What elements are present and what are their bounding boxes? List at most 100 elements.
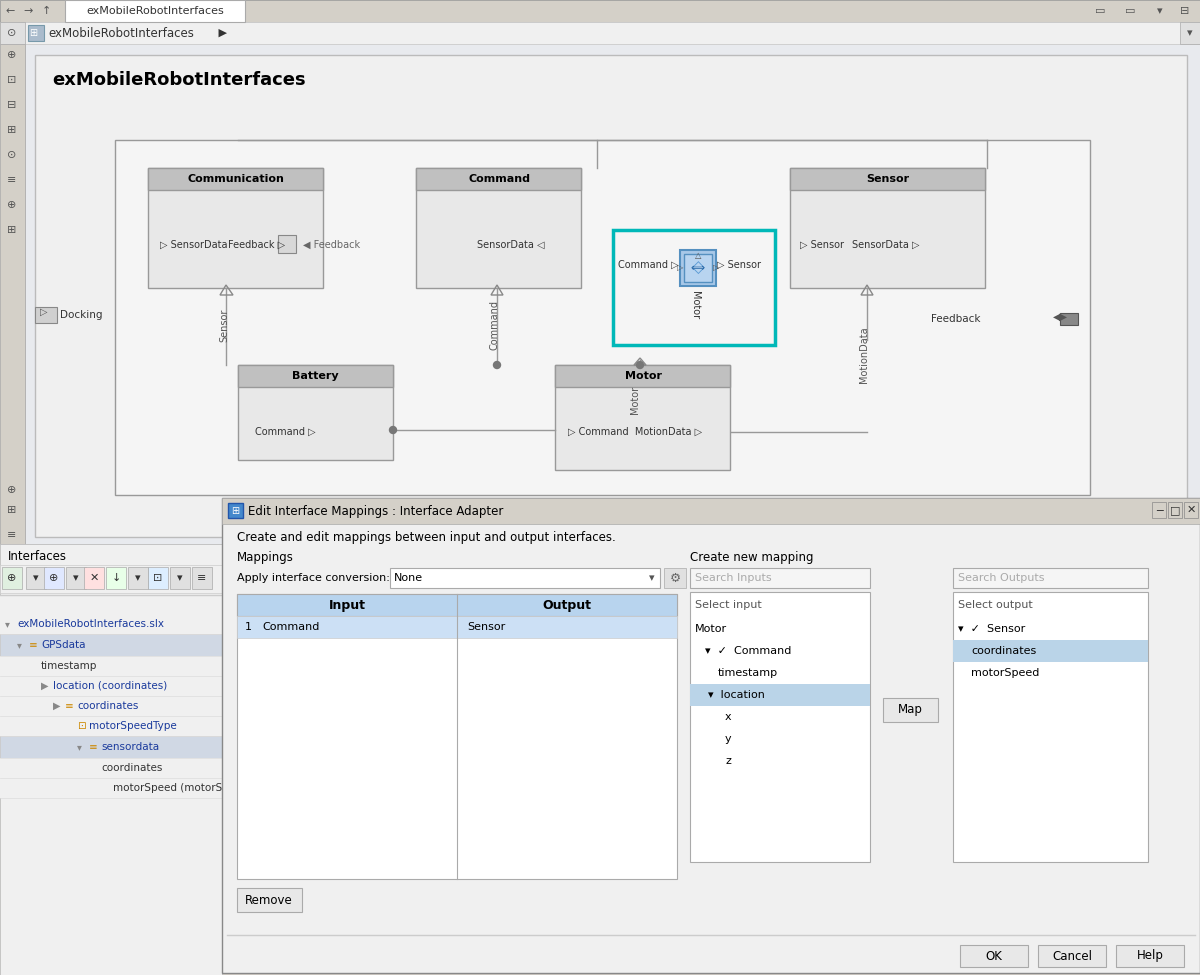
Bar: [238, 365, 394, 387]
Text: ⊞: ⊞: [7, 225, 17, 235]
Text: Cancel: Cancel: [1052, 950, 1092, 962]
Bar: [238, 888, 302, 912]
Text: □: □: [1170, 505, 1181, 515]
Text: ⊕: ⊕: [7, 573, 17, 583]
Text: ⊞: ⊞: [29, 28, 37, 38]
Text: ←: ←: [5, 6, 14, 16]
Text: Feedback ▷: Feedback ▷: [228, 240, 286, 250]
Text: Create and edit mappings between input and output interfaces.: Create and edit mappings between input a…: [238, 531, 616, 544]
Circle shape: [390, 426, 396, 434]
Bar: [690, 592, 870, 862]
Text: Motor: Motor: [630, 386, 640, 414]
Bar: [65, 0, 245, 22]
Bar: [66, 567, 86, 589]
Text: ⊕: ⊕: [49, 573, 59, 583]
Text: ≡: ≡: [29, 640, 37, 650]
Text: Interfaces: Interfaces: [8, 551, 67, 564]
Text: Search Outputs: Search Outputs: [958, 573, 1044, 583]
Bar: [170, 567, 190, 589]
Bar: [2, 567, 22, 589]
Bar: [35, 55, 1187, 537]
Text: ↓: ↓: [112, 573, 121, 583]
Text: ⊡: ⊡: [77, 721, 85, 731]
Text: ▶: ▶: [215, 28, 227, 38]
Text: ⊡: ⊡: [154, 573, 163, 583]
Text: ↑: ↑: [41, 6, 50, 16]
Text: Docking: Docking: [60, 310, 102, 320]
Bar: [148, 567, 168, 589]
Text: Sensor: Sensor: [866, 174, 910, 184]
Bar: [0, 596, 222, 614]
Text: timestamp: timestamp: [718, 668, 778, 678]
Bar: [0, 22, 25, 44]
Circle shape: [636, 362, 643, 369]
Text: Output: Output: [542, 599, 592, 611]
Bar: [0, 736, 222, 758]
Text: SensorData ◁: SensorData ◁: [478, 240, 545, 250]
Text: ▭: ▭: [1124, 6, 1135, 16]
Bar: [1116, 945, 1184, 967]
Text: ▾: ▾: [178, 573, 182, 583]
Text: exMobileRobotInterfaces: exMobileRobotInterfaces: [48, 26, 194, 40]
Text: ⊙: ⊙: [7, 150, 17, 160]
Text: ─: ─: [1156, 505, 1163, 515]
Text: Battery: Battery: [292, 371, 338, 381]
Text: Map: Map: [898, 704, 923, 717]
Text: ▷: ▷: [713, 263, 719, 272]
Text: ▶: ▶: [41, 681, 48, 691]
Text: Command: Command: [490, 300, 499, 350]
Text: ⊕: ⊕: [7, 485, 17, 495]
Bar: [1168, 502, 1182, 518]
Bar: [148, 168, 323, 190]
Bar: [0, 696, 222, 716]
Text: Select input: Select input: [695, 600, 762, 610]
Text: Feedback: Feedback: [930, 314, 980, 324]
Text: ▾: ▾: [34, 573, 38, 583]
Bar: [790, 168, 985, 288]
Text: ⟺: ⟺: [691, 263, 706, 273]
Text: None: None: [394, 573, 424, 583]
Bar: [0, 565, 222, 593]
Bar: [556, 365, 730, 387]
Text: ⊟: ⊟: [1181, 6, 1189, 16]
Bar: [390, 568, 660, 588]
Text: Sensor: Sensor: [467, 622, 505, 632]
Text: Create new mapping: Create new mapping: [690, 552, 814, 565]
Bar: [278, 235, 296, 253]
Text: Mappings: Mappings: [238, 552, 294, 565]
Text: Communication: Communication: [187, 174, 284, 184]
Bar: [613, 230, 775, 345]
Bar: [556, 365, 730, 470]
Text: ▷ Command  MotionData ▷: ▷ Command MotionData ▷: [568, 427, 702, 437]
Bar: [883, 698, 938, 722]
Text: ▾: ▾: [77, 742, 82, 752]
Bar: [238, 594, 677, 616]
Text: location (coordinates): location (coordinates): [53, 681, 167, 691]
Bar: [26, 567, 46, 589]
Bar: [115, 140, 1090, 495]
Text: ✕: ✕: [89, 573, 98, 583]
Text: Remove: Remove: [245, 893, 293, 907]
Text: ▷: ▷: [677, 263, 683, 272]
Text: MotionData: MotionData: [859, 327, 869, 383]
Text: Motor: Motor: [690, 291, 700, 319]
Bar: [106, 567, 126, 589]
Bar: [0, 778, 222, 798]
Bar: [0, 656, 222, 676]
Text: ▾: ▾: [649, 573, 655, 583]
Bar: [44, 567, 64, 589]
Text: coordinates: coordinates: [971, 646, 1037, 656]
Text: Search Inputs: Search Inputs: [695, 573, 772, 583]
Text: ▷ Sensor: ▷ Sensor: [800, 240, 844, 250]
Text: sensordata: sensordata: [101, 742, 160, 752]
Text: ▾  location: ▾ location: [708, 690, 764, 700]
Text: ▾: ▾: [1187, 28, 1193, 38]
Bar: [0, 758, 222, 778]
Bar: [238, 616, 677, 638]
Text: ⊞: ⊞: [7, 125, 17, 135]
Bar: [790, 168, 985, 190]
Bar: [1184, 502, 1198, 518]
Text: y: y: [725, 734, 732, 744]
Text: exMobileRobotInterfaces.slx: exMobileRobotInterfaces.slx: [17, 619, 164, 629]
Bar: [684, 254, 712, 282]
